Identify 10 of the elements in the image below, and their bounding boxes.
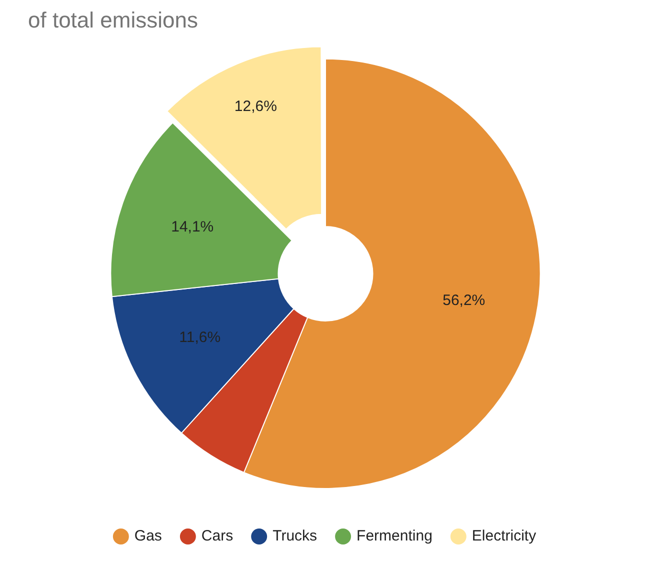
legend-label: Cars [201,528,234,545]
legend-label: Gas [134,528,162,545]
data-label: 12,6% [234,98,277,115]
legend-label: Fermenting [356,528,432,545]
data-label: 14,1% [171,218,214,236]
legend-label: Electricity [472,528,537,545]
legend-label: Trucks [272,528,318,545]
chart-title: of total emissions [28,7,198,32]
data-label: 11,6% [179,328,221,346]
data-label: 56,2% [442,292,486,310]
